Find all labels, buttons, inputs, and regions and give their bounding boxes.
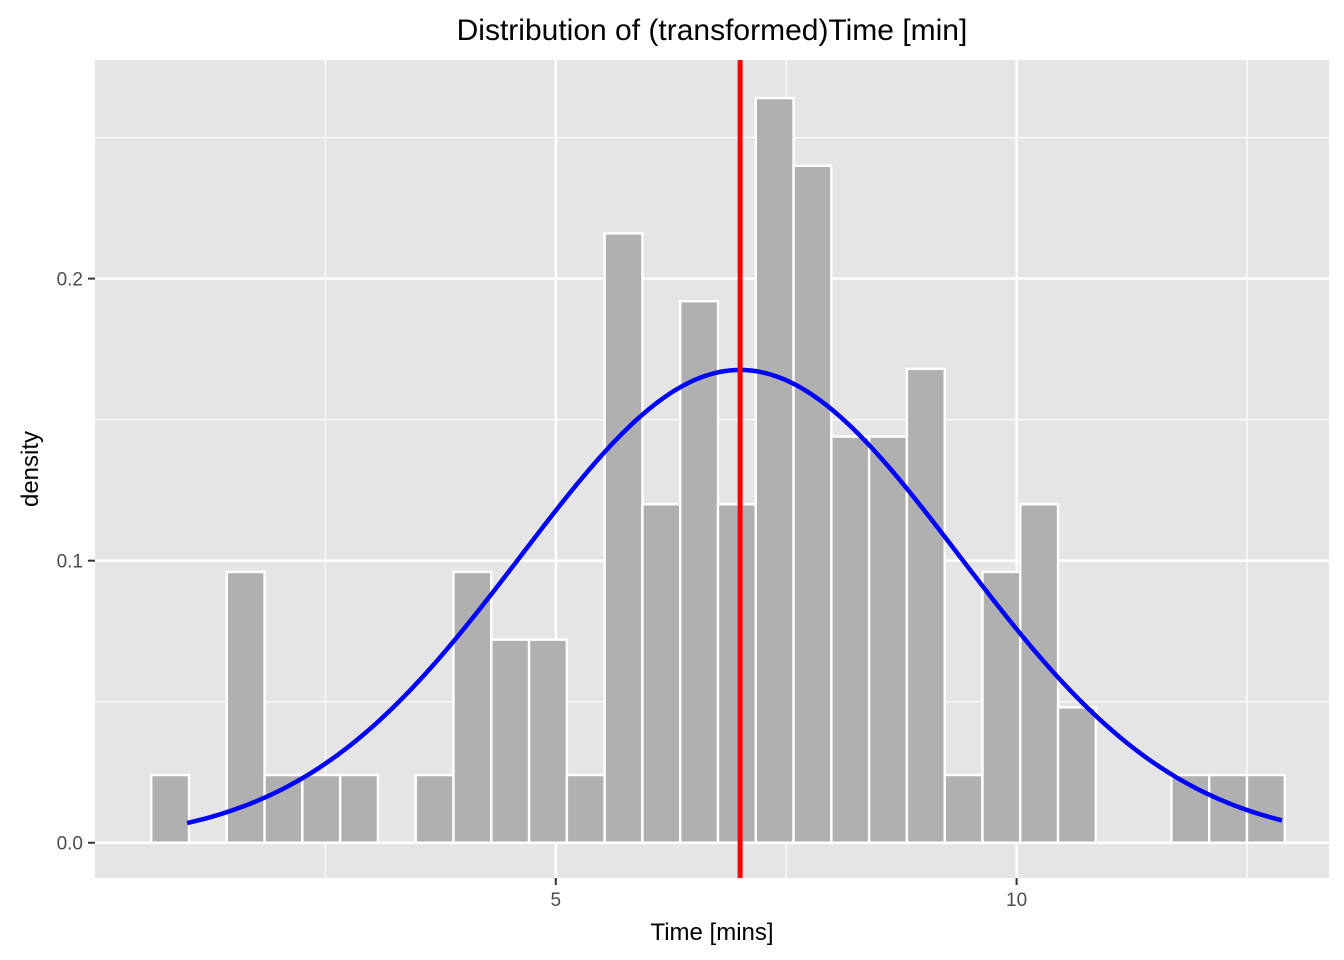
histogram-bar <box>754 96 795 844</box>
histogram-bar <box>867 435 909 844</box>
histogram-bars <box>150 96 1286 844</box>
x-axis: 5 10 <box>551 878 1027 911</box>
histogram-bar <box>603 232 644 844</box>
normal-density-curve <box>186 367 1283 826</box>
y-tick-label: 0.1 <box>57 552 83 573</box>
histogram-bar <box>981 570 1022 844</box>
histogram-bar <box>565 773 606 844</box>
chart-title: Distribution of (transformed)Time [min] <box>457 14 968 47</box>
x-tick-label: 10 <box>1006 890 1027 911</box>
histogram-bar <box>225 570 266 844</box>
histogram-bar <box>716 503 757 844</box>
histogram-bar <box>641 503 682 844</box>
x-tick-label: 5 <box>551 890 562 911</box>
histogram-bar <box>338 773 380 844</box>
histogram-bar <box>905 367 946 844</box>
histogram-bar <box>1245 773 1286 844</box>
histogram-bar <box>301 773 342 844</box>
y-axis: 0.0 0.1 0.2 <box>57 270 95 855</box>
histogram-bar <box>830 435 871 844</box>
histogram-bar <box>679 299 720 844</box>
y-tick-label: 0.0 <box>57 834 83 855</box>
histogram-bar <box>452 570 493 844</box>
y-tick-label: 0.2 <box>57 270 83 291</box>
histogram-bar <box>263 773 304 844</box>
histogram-bar <box>527 638 569 844</box>
histogram-bar <box>490 638 531 844</box>
histogram-bar <box>414 773 455 844</box>
histogram-bar <box>1056 706 1098 844</box>
histogram-bar <box>150 773 191 844</box>
x-axis-title: Time [mins] <box>650 919 773 946</box>
histogram-bar <box>943 773 984 844</box>
histogram-bar <box>792 164 833 844</box>
y-axis-title: density <box>17 431 44 507</box>
